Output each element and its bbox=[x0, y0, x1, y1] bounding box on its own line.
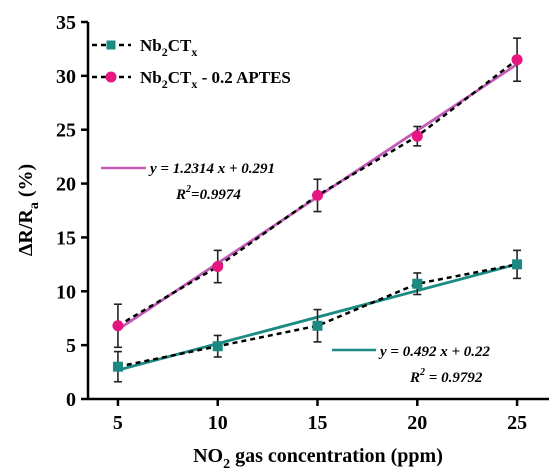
y-tick-label: 35 bbox=[56, 12, 76, 34]
fit-r2-aptes: R2=0.9974 bbox=[175, 184, 241, 203]
data-point-nb2ctx-aptes bbox=[112, 320, 124, 332]
fit-r2-nb2ctx: R2 = 0.9792 bbox=[409, 367, 483, 386]
data-point-nb2ctx bbox=[312, 320, 323, 331]
legend: Nb2CTx Nb2CTx - 0.2 APTES bbox=[92, 36, 291, 91]
legend-marker-nb2ctx-aptes bbox=[105, 71, 117, 83]
data-point-nb2ctx bbox=[212, 341, 223, 352]
y-tick-label: 0 bbox=[66, 389, 76, 411]
x-axis-ticks: 5 10 15 20 25 bbox=[113, 399, 527, 434]
data-point-nb2ctx-aptes bbox=[411, 130, 423, 142]
data-point-nb2ctx bbox=[412, 278, 423, 289]
y-tick-label: 20 bbox=[56, 174, 76, 196]
data-point-nb2ctx-aptes bbox=[212, 261, 224, 273]
legend-marker-nb2ctx bbox=[106, 40, 116, 50]
fit-equation-aptes: y = 1.2314 x + 0.291 bbox=[148, 161, 275, 177]
data-line-nb2ctx bbox=[117, 263, 518, 368]
x-tick-label: 5 bbox=[113, 412, 123, 434]
data-point-nb2ctx bbox=[112, 361, 123, 372]
y-axis-label: ΔR/Ra (%) bbox=[15, 164, 42, 256]
x-tick-label: 20 bbox=[407, 412, 427, 434]
fit-annotation-aptes: y = 1.2314 x + 0.291 R2=0.9974 bbox=[101, 161, 275, 203]
x-tick-label: 25 bbox=[507, 412, 527, 434]
legend-entry-nb2ctx: Nb2CTx bbox=[92, 36, 197, 59]
data-point-nb2ctx bbox=[512, 259, 523, 270]
plot-marks bbox=[112, 37, 523, 383]
legend-label-nb2ctx-aptes: Nb2CTx - 0.2 APTES bbox=[140, 68, 291, 91]
y-tick-label: 15 bbox=[56, 227, 76, 249]
data-point-nb2ctx-aptes bbox=[312, 189, 324, 201]
y-tick-label: 30 bbox=[56, 66, 76, 88]
legend-label-nb2ctx: Nb2CTx bbox=[140, 36, 197, 59]
x-tick-label: 15 bbox=[308, 412, 328, 434]
x-axis-label: NO2 gas concentration (ppm) bbox=[193, 445, 443, 470]
fit-equation-nb2ctx: y = 0.492 x + 0.22 bbox=[378, 344, 491, 360]
legend-entry-nb2ctx-aptes: Nb2CTx - 0.2 APTES bbox=[92, 68, 291, 91]
x-tick-label: 10 bbox=[208, 412, 228, 434]
fit-annotation-nb2ctx: y = 0.492 x + 0.22 R2 = 0.9792 bbox=[332, 344, 491, 386]
y-tick-label: 25 bbox=[56, 120, 76, 142]
y-tick-label: 10 bbox=[56, 281, 76, 303]
data-point-nb2ctx-aptes bbox=[511, 54, 523, 66]
y-axis-ticks: 0 5 10 15 20 25 30 35 bbox=[56, 12, 88, 411]
y-tick-label: 5 bbox=[66, 335, 76, 357]
